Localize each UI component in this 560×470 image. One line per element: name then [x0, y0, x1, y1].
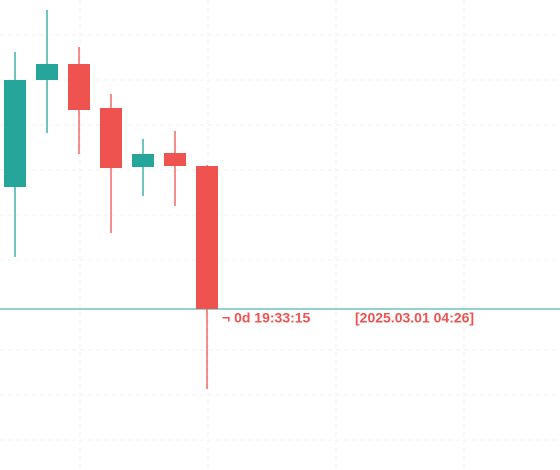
- candle-body: [132, 154, 154, 167]
- candle-body: [36, 64, 58, 80]
- candle-body: [100, 108, 122, 168]
- timestamp-label: [2025.03.01 04:26]: [355, 310, 474, 326]
- candle-body: [196, 166, 218, 309]
- candle-body: [164, 153, 186, 166]
- candle-body: [68, 64, 90, 110]
- countdown-label: ¬ 0d 19:33:15: [222, 310, 311, 326]
- candle-body: [4, 80, 26, 187]
